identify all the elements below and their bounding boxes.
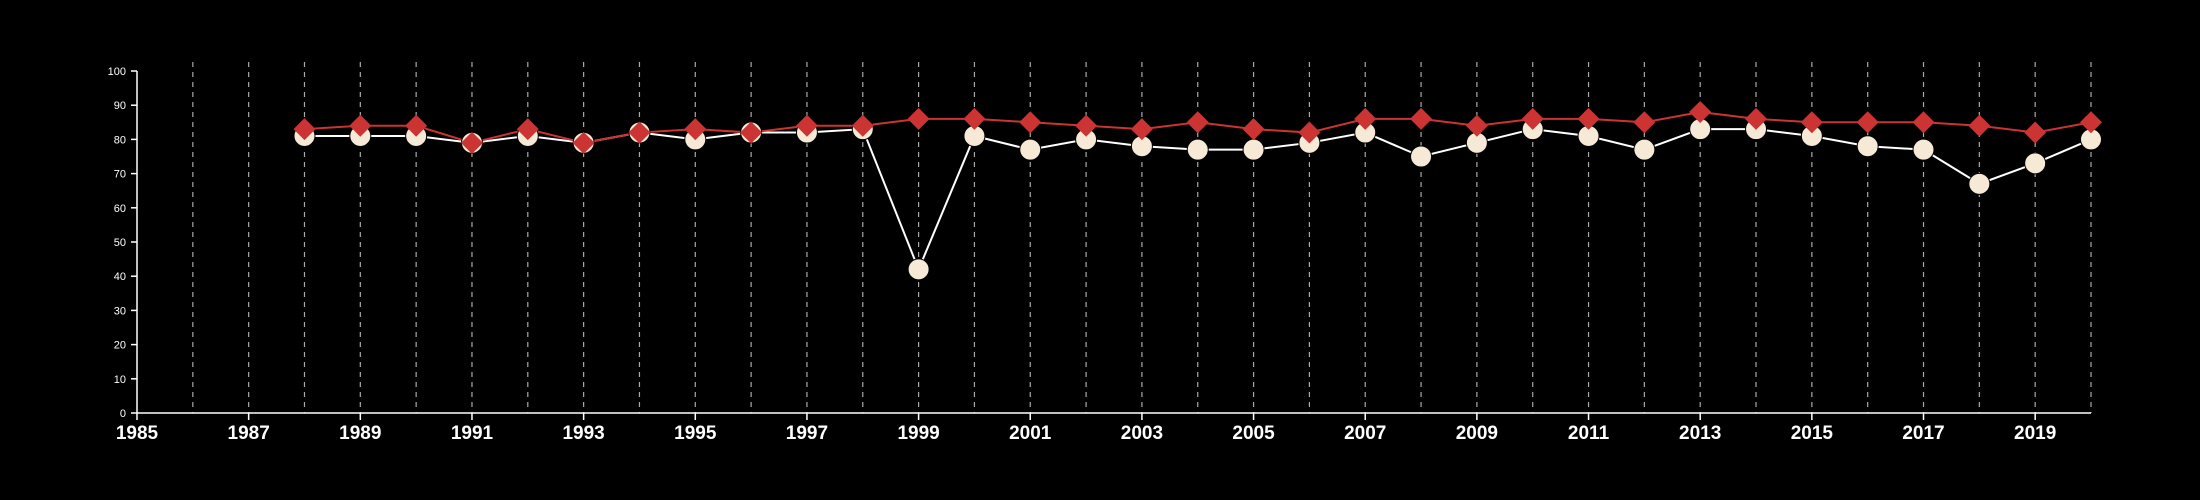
y-tick-label-80: 80 [114, 134, 126, 146]
point-s1-2004 [1186, 138, 1209, 161]
y-tick-label-100: 100 [108, 66, 126, 78]
y-tick-label-10: 10 [114, 374, 126, 386]
x-tick-label-2011: 2011 [1568, 423, 1610, 444]
point-s2-2005 [1242, 118, 1265, 141]
y-tick-label-30: 30 [114, 305, 126, 317]
series-2-markers [293, 101, 2102, 154]
point-s1-2019 [2024, 152, 2047, 175]
point-s2-1994 [628, 121, 651, 144]
grid-lines [192, 62, 2092, 413]
point-s1-2017 [1912, 138, 1935, 161]
x-tick-label-1997: 1997 [786, 423, 828, 444]
point-s2-2019 [2024, 121, 2047, 144]
x-tick-label-2005: 2005 [1232, 423, 1275, 444]
point-s2-1998 [851, 114, 874, 137]
point-s2-2004 [1186, 111, 1209, 134]
y-tick-label-0: 0 [120, 408, 126, 420]
point-s2-1999 [907, 107, 930, 130]
x-tick-label-1993: 1993 [562, 423, 604, 444]
y-tick-label-40: 40 [114, 271, 126, 283]
x-tick-label-1989: 1989 [339, 423, 381, 444]
series [293, 101, 2102, 281]
x-tick-label-2013: 2013 [1679, 423, 1721, 444]
y-tick-label-60: 60 [114, 203, 126, 215]
x-tick-label-1999: 1999 [897, 423, 939, 444]
x-tick-label-2007: 2007 [1344, 423, 1386, 444]
x-tick-label-1995: 1995 [674, 423, 717, 444]
point-s2-1992 [516, 118, 539, 141]
point-s2-2010 [1521, 107, 1544, 130]
point-s2-2003 [1130, 118, 1153, 141]
x-tick-label-2001: 2001 [1009, 423, 1052, 444]
point-s2-2000 [963, 107, 986, 130]
point-s1-2008 [1410, 145, 1433, 168]
y-tick-label-70: 70 [114, 169, 126, 181]
point-s2-1996 [740, 121, 763, 144]
point-s2-1993 [572, 131, 595, 154]
x-tick-label-2003: 2003 [1121, 423, 1163, 444]
y-tick-label-20: 20 [114, 340, 126, 352]
point-s2-1988 [293, 118, 316, 141]
point-s2-1997 [795, 114, 818, 137]
point-s2-2017 [1912, 111, 1935, 134]
x-tick-label-1985: 1985 [116, 423, 159, 444]
point-s1-2018 [1968, 172, 1991, 195]
x-tick-label-1991: 1991 [451, 423, 494, 444]
x-tick-label-2019: 2019 [2014, 423, 2056, 444]
point-s2-2012 [1633, 111, 1656, 134]
point-s2-1991 [460, 131, 483, 154]
axes: 0 10 20 30 40 50 60 70 80 90 100 1985 1987 1989 1991 19… [108, 66, 2091, 444]
x-tick-label-2017: 2017 [1902, 423, 1944, 444]
point-s2-2002 [1075, 114, 1098, 137]
point-s2-2006 [1298, 121, 1321, 144]
point-s1-2001 [1019, 138, 1042, 161]
y-tick-label-90: 90 [114, 100, 126, 112]
point-s2-2020 [2080, 111, 2102, 134]
point-s2-2013 [1689, 101, 1712, 124]
y-tick-label-50: 50 [114, 237, 126, 249]
x-tick-label-2015: 2015 [1791, 423, 1834, 444]
point-s2-2015 [1800, 111, 1823, 134]
point-s2-2008 [1410, 107, 1433, 130]
point-s2-2014 [1745, 107, 1768, 130]
point-s2-2011 [1577, 107, 1600, 130]
point-s1-2005 [1242, 138, 1265, 161]
x-tick-label-2009: 2009 [1456, 423, 1498, 444]
point-s1-2012 [1633, 138, 1656, 161]
point-s2-2018 [1968, 114, 1991, 137]
point-s1-2016 [1856, 135, 1879, 158]
point-s2-2016 [1856, 111, 1879, 134]
point-s2-2001 [1019, 111, 1042, 134]
point-s2-2007 [1354, 107, 1377, 130]
point-s2-2009 [1465, 114, 1488, 137]
point-s2-1990 [405, 114, 428, 137]
x-tick-label-1987: 1987 [228, 423, 270, 444]
point-s1-1999 [907, 258, 930, 281]
point-s2-1989 [349, 114, 372, 137]
point-s2-1995 [684, 118, 707, 141]
